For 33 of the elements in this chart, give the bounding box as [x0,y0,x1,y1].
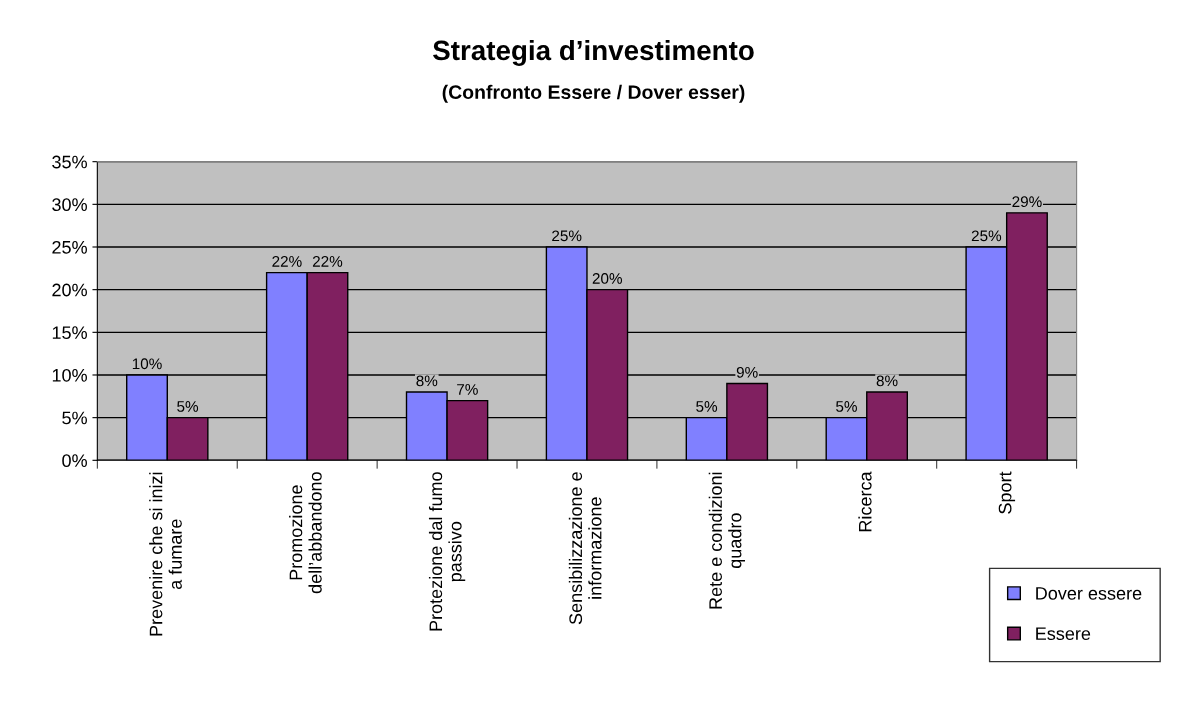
data-label: 8% [416,375,438,387]
y-tick-label: 15% [52,326,87,340]
data-label: 8% [876,375,898,387]
x-tick-label: Sensibilizzazione e informazione [568,472,602,625]
x-tick-label: Protezione dal fumo passivo [428,472,466,631]
x-tick-label: Prevenire che si inizi a fumare [149,472,182,636]
x-tick-label: Promozione dell’abbandono [289,472,322,594]
y-tick-label: 0% [62,454,87,468]
x-tick-label: Sport [998,471,1016,514]
x-tick-label: Rete e condizioni quadro [708,472,746,609]
data-label: 22% [312,255,343,267]
data-label: 22% [272,255,302,267]
data-label: 29% [1012,196,1042,208]
data-label: 25% [552,230,582,242]
y-tick-label: 5% [62,411,87,425]
data-label: 10% [132,358,162,370]
data-label: 7% [457,384,478,395]
data-label: 5% [836,401,857,412]
y-tick-label: 20% [52,283,87,297]
chart-title: Strategia d’investimento [433,39,754,66]
legend-label: Dover essere [1036,587,1142,600]
y-tick-label: 35% [52,155,87,169]
y-tick-label: 10% [52,368,87,382]
data-label: 25% [971,230,1002,242]
data-label: 5% [177,401,199,412]
y-tick-label: 30% [52,198,87,212]
y-tick-label: 25% [52,240,87,254]
x-tick-label: Ricerca [858,471,872,532]
legend-label: Essere [1036,627,1091,641]
chart-subtitle: (Confronto Essere / Dover esser) [442,84,745,103]
data-label: 9% [736,366,758,378]
data-label: 20% [592,273,622,284]
data-label: 5% [696,401,718,412]
